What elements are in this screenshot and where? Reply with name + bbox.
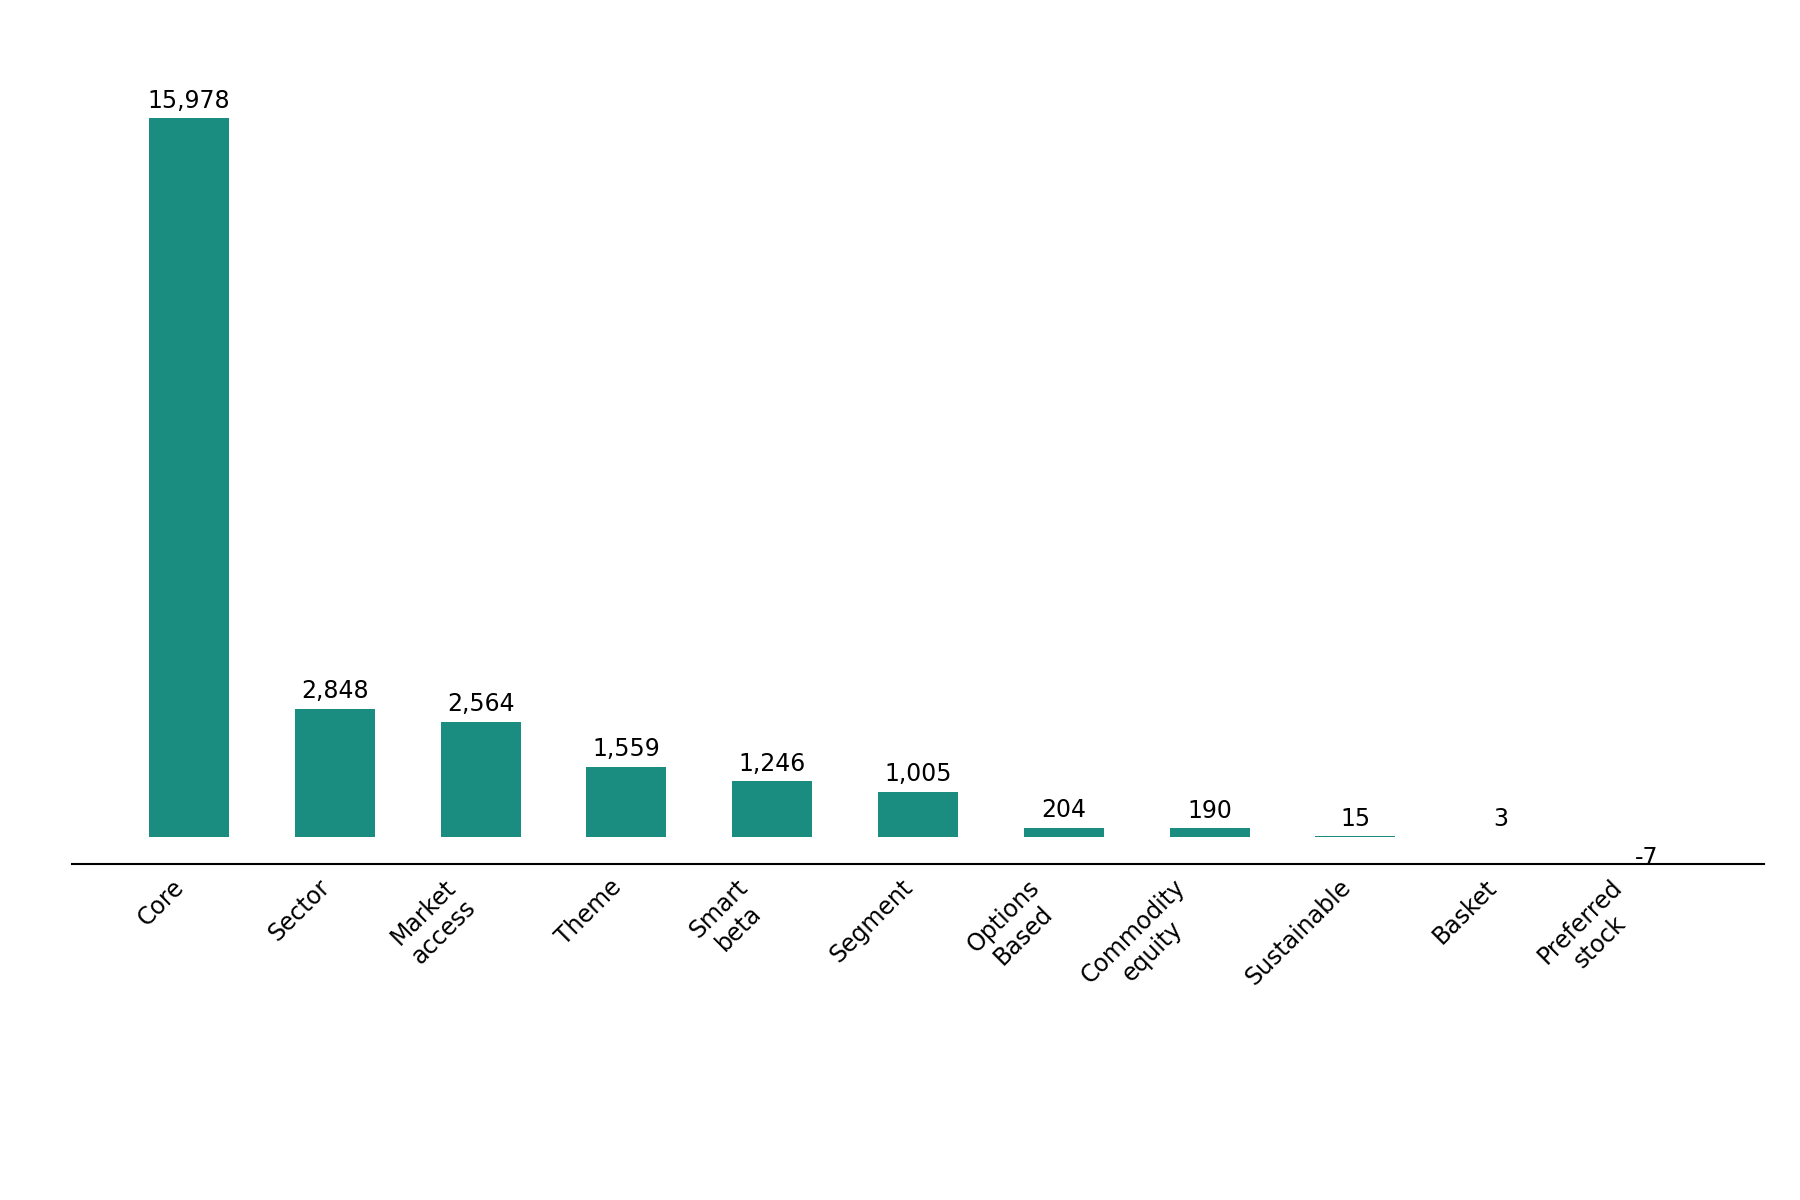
- Bar: [295, 709, 374, 838]
- Bar: [1170, 828, 1249, 838]
- Text: 15: 15: [1341, 806, 1370, 830]
- Text: 3: 3: [1494, 808, 1508, 832]
- Bar: [733, 781, 812, 838]
- Bar: [441, 721, 520, 838]
- Bar: [149, 118, 229, 838]
- Text: 1,005: 1,005: [884, 762, 952, 786]
- Text: 2,848: 2,848: [301, 679, 369, 703]
- Text: -7: -7: [1634, 846, 1660, 870]
- Text: 190: 190: [1188, 799, 1231, 823]
- Text: 15,978: 15,978: [148, 89, 230, 113]
- Text: 1,559: 1,559: [592, 738, 661, 762]
- Text: 204: 204: [1040, 798, 1085, 822]
- Text: 2,564: 2,564: [446, 692, 515, 716]
- Text: 1,246: 1,246: [738, 751, 806, 775]
- Bar: [1024, 828, 1103, 838]
- Bar: [878, 792, 958, 838]
- Bar: [587, 767, 666, 838]
